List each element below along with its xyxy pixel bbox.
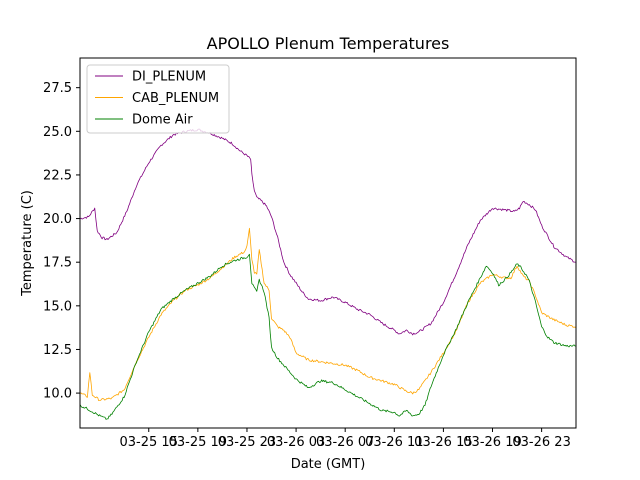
x-tick-label: 03-25 15	[120, 435, 178, 450]
legend-box	[86, 64, 230, 134]
x-tick-label: 03-26 23	[512, 435, 570, 450]
y-tick-label: 17.5	[43, 256, 72, 271]
series-line-dome-air	[80, 253, 576, 420]
x-tick-label: 03-26 19	[463, 435, 521, 450]
chart-title: APOLLO Plenum Temperatures	[207, 34, 450, 53]
y-tick-label: 22.5	[43, 168, 72, 183]
y-axis-ticks: 10.0 12.5 15.0 17.5 20.0 22.5 25.0 27.5	[43, 81, 80, 402]
y-tick-label: 10.0	[43, 387, 72, 402]
plot-area-frame	[79, 57, 577, 429]
y-tick-label: 12.5	[43, 343, 72, 358]
x-tick-label: 03-26 15	[414, 435, 472, 450]
x-axis-label: Date (GMT)	[291, 457, 366, 472]
y-axis-label: Temperature (C)	[20, 190, 35, 297]
x-tick-label: 03-26 07	[316, 435, 374, 450]
y-tick-label: 15.0	[43, 299, 72, 314]
y-tick-label: 27.5	[43, 81, 72, 96]
legend-label: DI_PLENUM	[132, 70, 206, 85]
legend-label: Dome Air	[132, 113, 193, 128]
legend: DI_PLENUM CAB_PLENUM Dome Air	[86, 64, 230, 134]
series-layer	[80, 128, 576, 420]
legend-label: CAB_PLENUM	[132, 91, 219, 106]
series-line-cab-plenum	[80, 227, 576, 401]
x-tick-label: 03-25 19	[169, 435, 227, 450]
y-tick-label: 20.0	[43, 212, 72, 227]
y-tick-label: 25.0	[43, 125, 72, 140]
x-tick-label: 03-26 11	[365, 435, 423, 450]
series-line-di-plenum	[80, 128, 576, 336]
x-tick-label: 03-25 23	[218, 435, 276, 450]
x-tick-label: 03-26 03	[267, 435, 325, 450]
